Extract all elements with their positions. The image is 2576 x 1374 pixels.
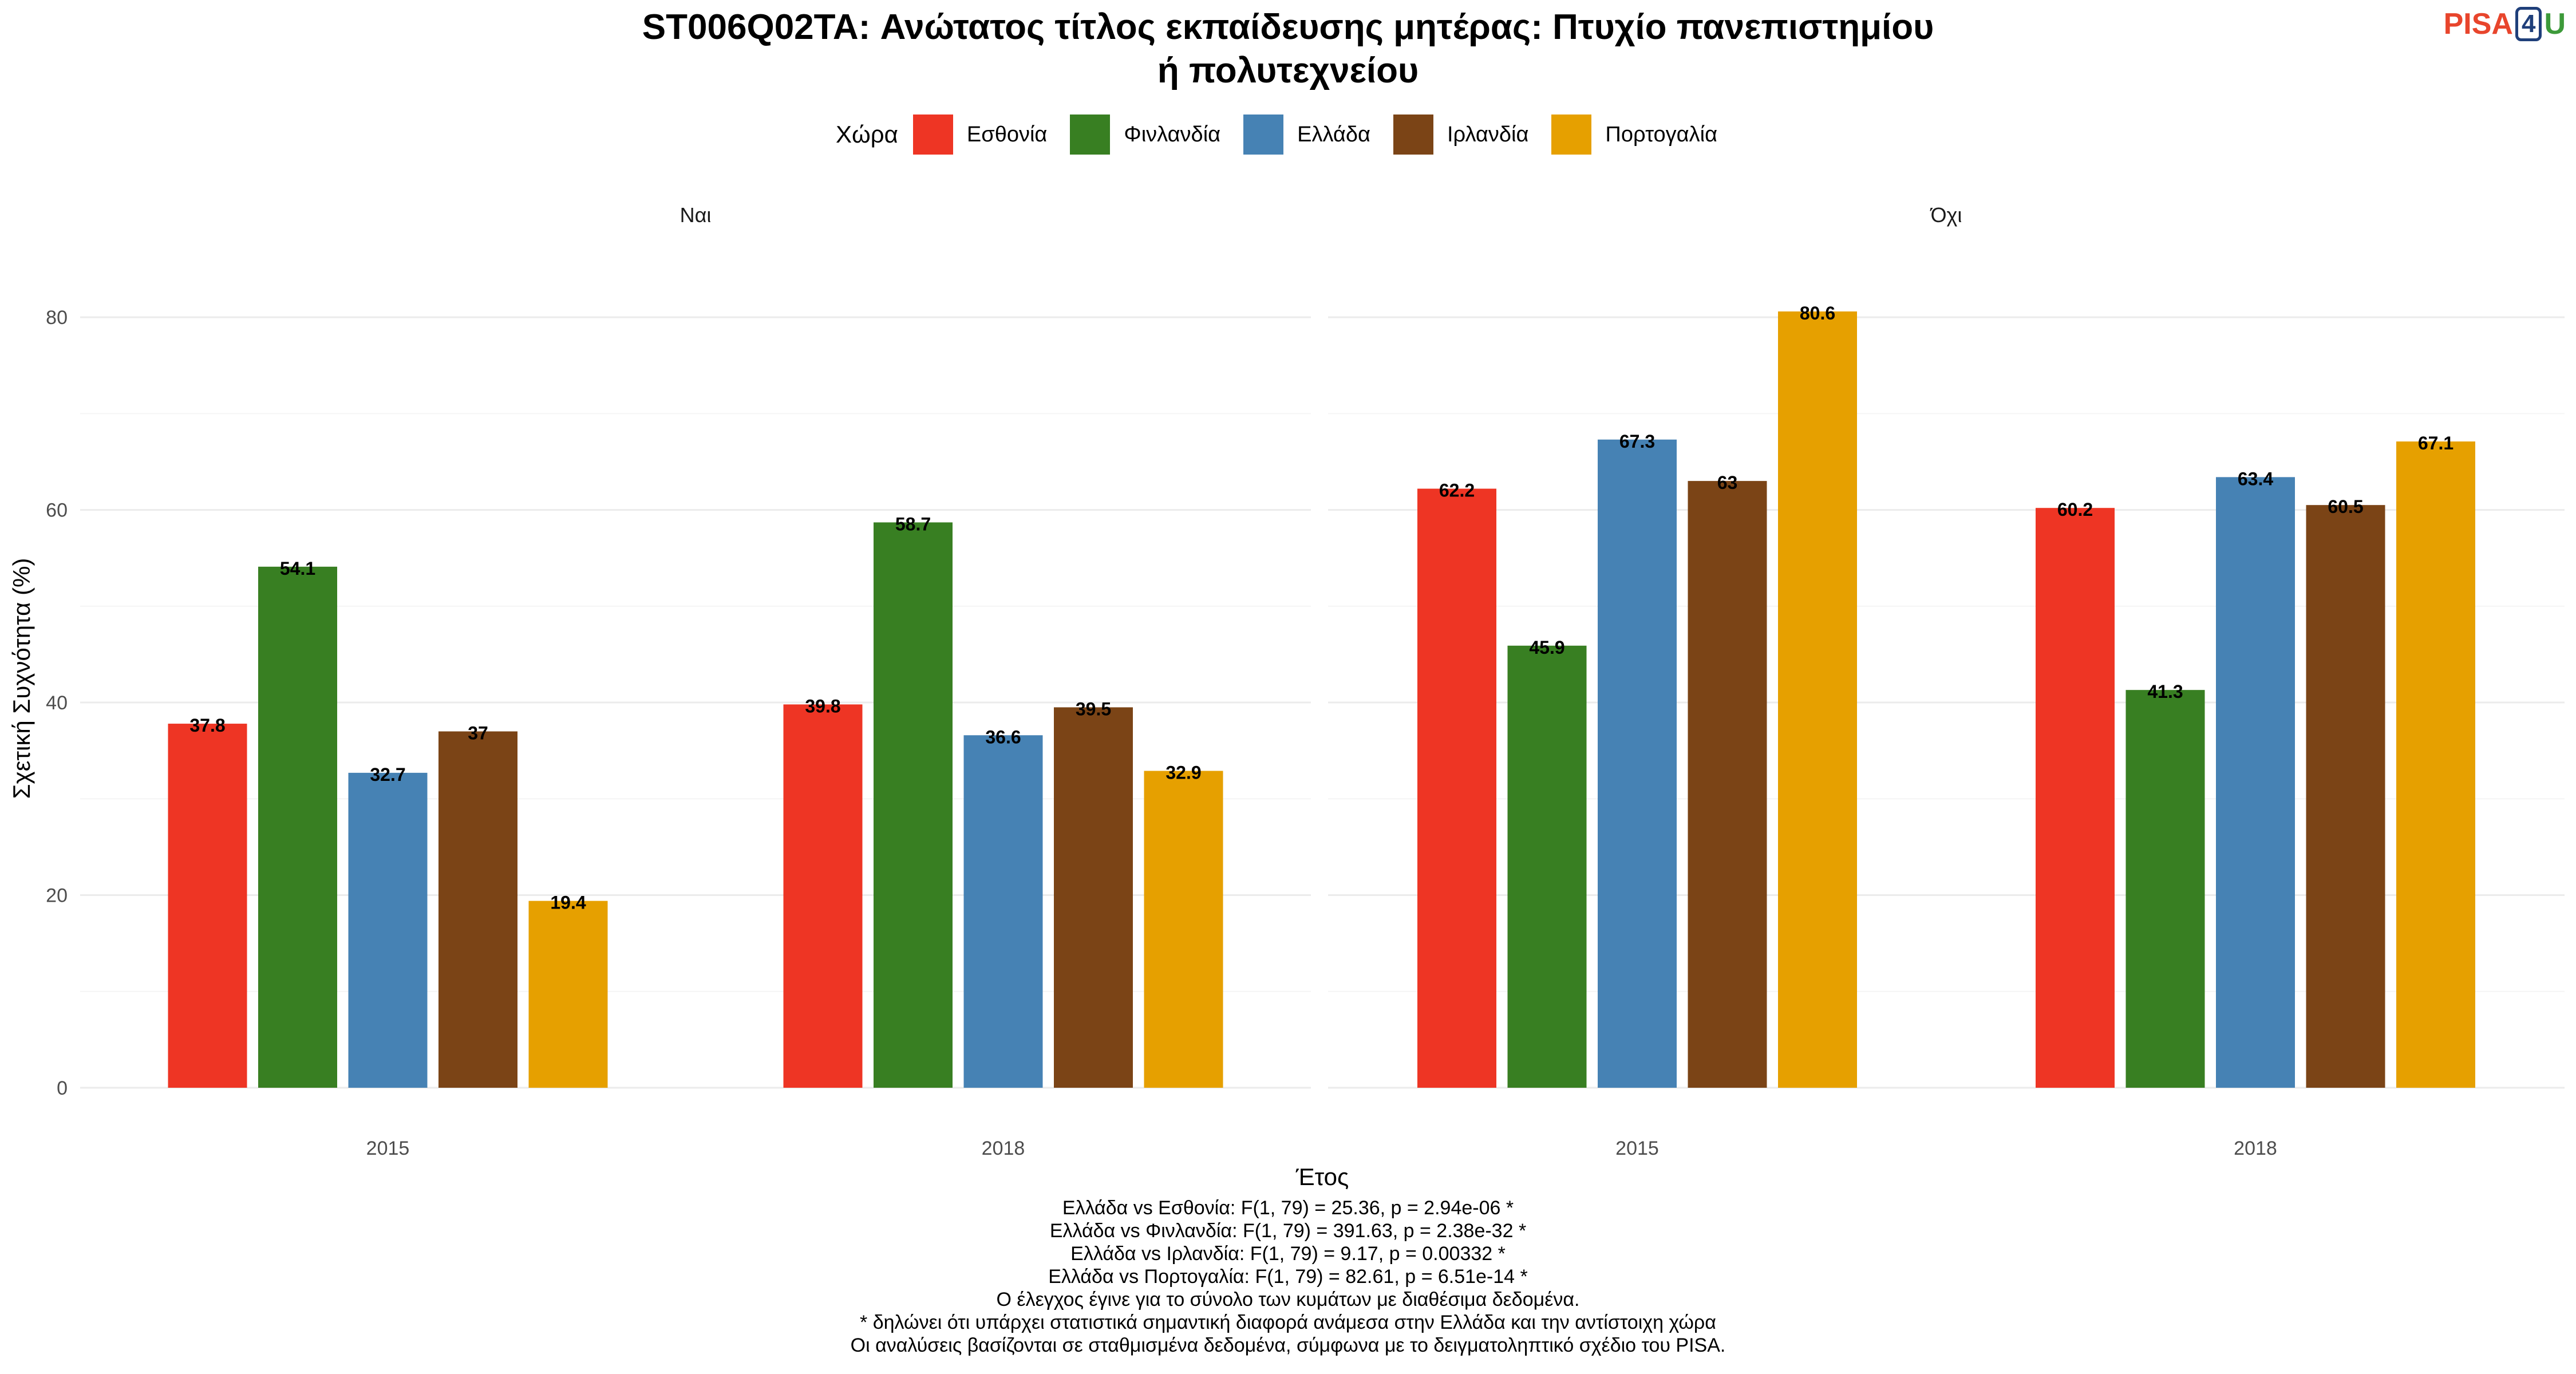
data-label: 58.7 xyxy=(895,514,931,534)
legend-swatch xyxy=(1070,114,1111,155)
bar xyxy=(2036,508,2115,1088)
legend-swatch xyxy=(1551,114,1592,155)
note-line: Ελλάδα vs Φινλανδία: F(1, 79) = 391.63, … xyxy=(1049,1220,1527,1242)
legend-swatch xyxy=(1393,114,1433,155)
bar xyxy=(258,566,337,1088)
data-label: 60.2 xyxy=(2057,499,2093,520)
data-label: 41.3 xyxy=(2147,681,2183,702)
note-line: Ελλάδα vs Ιρλανδία: F(1, 79) = 9.17, p =… xyxy=(1070,1243,1506,1265)
legend-label: Ελλάδα xyxy=(1297,122,1370,147)
data-label: 45.9 xyxy=(1529,637,1564,658)
legend-title: Χώρα xyxy=(835,121,898,148)
data-label: 39.5 xyxy=(1076,698,1111,719)
data-label: 36.6 xyxy=(985,727,1021,747)
facet-label: Ναι xyxy=(680,203,712,227)
bar xyxy=(1507,645,1587,1088)
data-label: 80.6 xyxy=(1800,303,1835,323)
bar xyxy=(1054,707,1133,1088)
bar xyxy=(348,772,428,1088)
x-tick-label: 2018 xyxy=(982,1138,1025,1159)
y-tick-label: 40 xyxy=(46,692,68,714)
chart-title-line-1: ST006Q02TA: Ανώτατος τίτλος εκπαίδευσης … xyxy=(642,7,1934,47)
chart-title-line-2: ή πολυτεχνείου xyxy=(1157,51,1419,90)
legend-item-estonia: Εσθονία xyxy=(912,114,1048,155)
data-label: 63.4 xyxy=(2238,468,2273,489)
logo-text-u: U xyxy=(2544,7,2566,41)
legend-item-portugal: Πορτογαλία xyxy=(1551,114,1717,155)
legend: Χώρα Εσθονία Φινλανδία Ελλάδα Ιρλανδία Π… xyxy=(0,114,2576,155)
note-line: * δηλώνει ότι υπάρχει στατιστικά σημαντι… xyxy=(860,1312,1716,1333)
bar xyxy=(874,522,953,1088)
note-line: Ελλάδα vs Εσθονία: F(1, 79) = 25.36, p =… xyxy=(1062,1197,1514,1219)
bar xyxy=(1417,488,1496,1088)
x-tick-label: 2015 xyxy=(366,1138,410,1159)
bar xyxy=(438,731,517,1088)
legend-swatch xyxy=(912,114,953,155)
bar xyxy=(1598,439,1677,1088)
legend-swatch xyxy=(1243,114,1284,155)
y-tick-label: 60 xyxy=(46,500,68,522)
note-line: Ο έλεγχος έγινε για το σύνολο των κυμάτω… xyxy=(996,1289,1580,1310)
data-label: 37 xyxy=(468,723,488,744)
legend-label: Εσθονία xyxy=(966,122,1048,147)
bar xyxy=(2125,690,2205,1088)
y-tick-label: 20 xyxy=(46,885,68,907)
y-axis-title: Σχετική Συχνότητα (%) xyxy=(8,558,35,799)
x-axis-title: Έτος xyxy=(1295,1163,1349,1190)
facet-label: Όχι xyxy=(1930,203,1962,227)
bar xyxy=(1778,311,1857,1088)
data-label: 63 xyxy=(1717,472,1738,493)
x-tick-label: 2015 xyxy=(1615,1138,1659,1159)
bar xyxy=(528,901,608,1088)
chart-notes: Ελλάδα vs Εσθονία: F(1, 79) = 25.36, p =… xyxy=(0,1197,2576,1357)
bar xyxy=(2306,505,2385,1088)
pisa4u-logo: PISA 4 U xyxy=(2444,7,2566,41)
data-label: 37.8 xyxy=(189,715,225,736)
data-label: 39.8 xyxy=(805,696,840,716)
data-label: 32.9 xyxy=(1165,763,1201,783)
bar xyxy=(963,735,1043,1088)
bar xyxy=(1144,771,1223,1088)
data-label: 67.1 xyxy=(2418,433,2453,453)
chart-title: ST006Q02TA: Ανώτατος τίτλος εκπαίδευσης … xyxy=(0,6,2576,93)
data-label: 60.5 xyxy=(2328,496,2363,517)
bar xyxy=(1688,481,1767,1088)
data-label: 19.4 xyxy=(550,893,586,913)
note-line: Οι αναλύσεις βασίζονται σε σταθμισμένα δ… xyxy=(850,1334,1726,1356)
data-label: 32.7 xyxy=(370,764,405,785)
legend-label: Φινλανδία xyxy=(1124,122,1221,147)
bar xyxy=(168,724,247,1088)
legend-label: Ιρλανδία xyxy=(1447,122,1529,147)
data-label: 62.2 xyxy=(1439,480,1475,501)
data-label: 54.1 xyxy=(280,558,315,579)
x-tick-label: 2018 xyxy=(2234,1138,2277,1159)
note-line: Ελλάδα vs Πορτογαλία: F(1, 79) = 82.61, … xyxy=(1048,1266,1528,1288)
legend-item-ireland: Ιρλανδία xyxy=(1393,114,1528,155)
legend-item-finland: Φινλανδία xyxy=(1070,114,1220,155)
legend-item-greece: Ελλάδα xyxy=(1243,114,1370,155)
data-label: 67.3 xyxy=(1619,431,1655,452)
y-tick-label: 0 xyxy=(57,1077,68,1099)
bar xyxy=(2216,477,2295,1088)
logo-text-4: 4 xyxy=(2515,7,2542,41)
y-tick-label: 80 xyxy=(46,307,68,329)
logo-text-pisa: PISA xyxy=(2443,7,2513,41)
legend-label: Πορτογαλία xyxy=(1605,122,1718,147)
bar xyxy=(2396,441,2475,1088)
bar xyxy=(783,704,863,1088)
